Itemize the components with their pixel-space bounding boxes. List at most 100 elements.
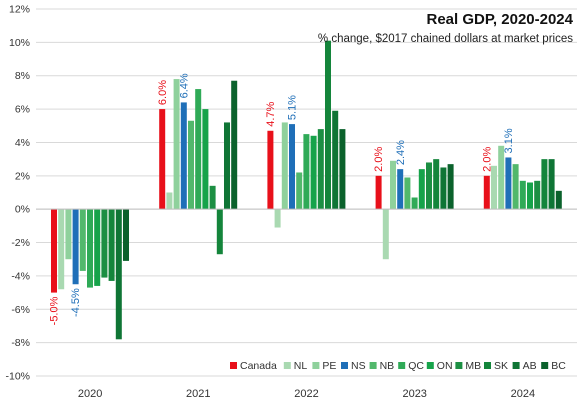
bar-nb-2024 (512, 164, 519, 210)
y-tick-label: 10% (9, 37, 30, 49)
bar-pe-2022 (281, 122, 288, 210)
bar-ab-2022 (332, 110, 339, 210)
bar-pe-2020 (65, 209, 72, 260)
data-label: 4.7% (265, 101, 277, 126)
legend-label-canada: Canada (240, 360, 277, 372)
data-label: -5.0% (49, 296, 61, 325)
legend-label-sk: SK (494, 360, 508, 372)
bar-canada-2022 (267, 130, 274, 210)
data-label: 3.1% (503, 128, 515, 153)
bar-mb-2021 (209, 185, 216, 210)
bar-qc-2022 (303, 134, 310, 210)
data-labels: -5.0% -4.5% 6.0% 6.4% 4.7% 5.1% 2.0% 2.4% 2.0% 3.… (49, 73, 515, 325)
bar-nl-2021 (166, 192, 173, 210)
bar-nb-2022 (296, 172, 303, 210)
legend-swatch-sk (484, 362, 491, 369)
bar-sk-2021 (216, 209, 223, 255)
y-tick-label: -4% (11, 270, 30, 282)
bar-bc-2020 (123, 209, 129, 261)
bar-on-2021 (202, 109, 209, 210)
legend-swatch-mb (455, 362, 463, 369)
bar-sk-2020 (108, 209, 115, 281)
legend-label-ab: AB (523, 360, 537, 372)
bar-nl-2022 (274, 209, 281, 228)
y-axis-tick-labels: -10% -8% -6% -4% -2% 0% 2% 4% 6% 8% 10% 12% (5, 4, 30, 383)
chart-subtitle: % change, $2017 chained dollars at marke… (318, 33, 573, 45)
bar-canada-2024 (483, 175, 490, 210)
legend-swatch-ab (512, 362, 520, 369)
bar-bc-2022 (339, 129, 346, 210)
legend-label-on: ON (437, 360, 453, 372)
legend-label-ns: NS (351, 360, 366, 372)
bar-canada-2023 (375, 175, 382, 210)
bar-mb-2023 (426, 162, 432, 210)
bar-nl-2020 (58, 209, 65, 290)
x-category-label: 2023 (402, 388, 426, 400)
bar-bc-2023 (447, 164, 454, 210)
bar-nb-2023 (404, 177, 411, 210)
bar-ns-2023 (397, 169, 404, 210)
data-label: 5.1% (287, 95, 299, 120)
legend-swatch-pe (312, 362, 320, 369)
y-tick-label: -8% (11, 337, 30, 349)
bar-ab-2024 (548, 159, 555, 210)
bar-qc-2023 (411, 197, 418, 210)
bar-ns-2022 (289, 124, 295, 210)
data-label: 2.0% (481, 147, 493, 172)
bar-qc-2021 (195, 89, 202, 210)
legend: Canada NL PE NS NB QC ON MB SK AB BC (230, 360, 566, 372)
legend-swatch-nl (283, 362, 291, 369)
y-tick-label: -2% (11, 237, 30, 249)
legend-swatch-ns (341, 362, 348, 369)
x-axis-category-labels: 2020 2021 2022 2023 2024 (78, 388, 535, 400)
bar-mb-2024 (534, 180, 541, 210)
data-label: -4.5% (70, 288, 82, 317)
y-tick-label: 8% (15, 70, 30, 82)
bar-qc-2020 (87, 209, 93, 288)
bar-pe-2023 (390, 160, 396, 210)
bar-on-2020 (94, 209, 101, 286)
bar-sk-2022 (325, 40, 331, 210)
bar-nl-2023 (382, 209, 389, 260)
bar-ab-2023 (440, 167, 447, 210)
data-label: 6.0% (157, 80, 169, 105)
x-category-label: 2021 (186, 388, 210, 400)
y-tick-label: -6% (11, 304, 30, 316)
legend-swatch-qc (398, 362, 406, 369)
y-tick-label: 12% (9, 4, 30, 16)
legend-swatch-bc (541, 362, 549, 369)
y-tick-label: 2% (15, 170, 30, 182)
legend-swatch-canada (230, 362, 237, 369)
bar-on-2022 (310, 135, 317, 210)
y-tick-label: 6% (15, 104, 30, 116)
data-label: 2.0% (373, 147, 385, 172)
bar-ns-2024 (505, 157, 512, 210)
legend-label-bc: BC (551, 360, 566, 372)
bar-nb-2020 (79, 209, 86, 271)
legend-swatch-nb (369, 362, 377, 369)
bar-bc-2024 (555, 190, 562, 210)
x-category-label: 2022 (294, 388, 318, 400)
bar-pe-2021 (173, 79, 180, 210)
bar-nb-2021 (188, 120, 194, 210)
y-tick-label: 4% (15, 137, 30, 149)
legend-label-nl: NL (294, 360, 308, 372)
bar-qc-2024 (519, 180, 526, 210)
legend-label-nb: NB (380, 360, 395, 372)
bar-pe-2024 (498, 145, 505, 210)
bar-sk-2023 (433, 159, 440, 210)
x-category-label: 2020 (78, 388, 102, 400)
bar-ab-2020 (115, 209, 122, 340)
y-tick-label: -10% (5, 371, 30, 383)
bar-sk-2024 (541, 159, 548, 210)
y-tick-label: 0% (15, 204, 30, 216)
bar-ns-2020 (72, 209, 79, 285)
bar-canada-2020 (51, 209, 57, 293)
legend-label-pe: PE (322, 360, 336, 372)
legend-label-mb: MB (465, 360, 481, 372)
bar-ns-2021 (180, 102, 187, 210)
bar-canada-2021 (159, 109, 166, 210)
data-label: 6.4% (178, 73, 190, 98)
bar-ab-2021 (224, 122, 230, 210)
